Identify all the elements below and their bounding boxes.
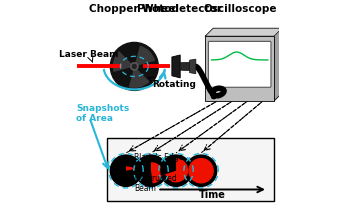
Wedge shape	[134, 46, 155, 66]
Circle shape	[189, 159, 213, 183]
Text: Oscilloscope: Oscilloscope	[204, 4, 278, 14]
Text: Snapshots
of Area: Snapshots of Area	[76, 104, 129, 123]
Polygon shape	[180, 62, 190, 71]
Polygon shape	[205, 36, 274, 101]
Polygon shape	[107, 138, 274, 201]
Polygon shape	[172, 55, 180, 78]
Wedge shape	[160, 155, 176, 176]
Wedge shape	[135, 155, 153, 186]
Circle shape	[135, 155, 167, 186]
Circle shape	[110, 155, 142, 186]
Text: Obstructed
Beam: Obstructed Beam	[129, 173, 177, 193]
Polygon shape	[190, 59, 196, 74]
Text: Chopper Wheel: Chopper Wheel	[89, 4, 179, 14]
Circle shape	[120, 167, 136, 183]
Circle shape	[160, 155, 192, 186]
Circle shape	[164, 159, 188, 182]
Wedge shape	[110, 155, 142, 186]
Text: Blade's Edge: Blade's Edge	[128, 153, 183, 166]
Circle shape	[132, 64, 136, 68]
Polygon shape	[205, 28, 282, 36]
Polygon shape	[274, 28, 282, 101]
Wedge shape	[113, 51, 134, 72]
Text: Rotating: Rotating	[152, 80, 196, 89]
Circle shape	[142, 163, 162, 183]
Text: Time: Time	[199, 190, 226, 200]
Circle shape	[110, 42, 158, 90]
Wedge shape	[129, 66, 149, 88]
Text: Laser Beam: Laser Beam	[59, 50, 118, 59]
Text: Photodetector: Photodetector	[137, 4, 222, 14]
Circle shape	[130, 62, 138, 71]
FancyBboxPatch shape	[208, 41, 271, 87]
Circle shape	[186, 155, 217, 186]
